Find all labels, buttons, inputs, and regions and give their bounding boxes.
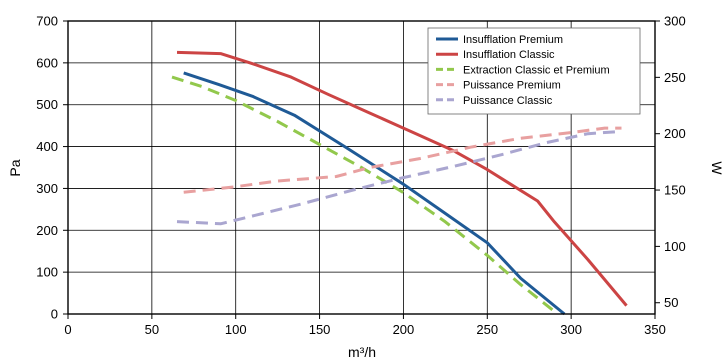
plot-frame <box>67 20 656 315</box>
y-right-axis-ticks: 50 100 150 200 250 300 <box>655 14 686 310</box>
x-tick-label: 350 <box>644 322 666 337</box>
series-lines <box>171 50 628 316</box>
legend-label: Extraction Classic et Premium <box>463 64 610 76</box>
x-tick-label: 300 <box>560 322 582 337</box>
y-left-tick-label: 400 <box>36 139 58 154</box>
legend-label: Insufflation Classic <box>463 49 555 61</box>
y-right-axis-label: W <box>709 161 722 175</box>
y-left-tick-label: 700 <box>36 14 58 29</box>
y-left-tick-label: 0 <box>51 307 58 322</box>
y-left-tick-label: 500 <box>36 97 58 112</box>
y-right-tick-label: 250 <box>664 70 686 85</box>
y-left-axis-label: Pa <box>7 159 23 176</box>
x-axis-label: m³/h <box>348 344 376 360</box>
series-line-4 <box>183 126 622 194</box>
series-line-2 <box>176 50 628 307</box>
series-line-5 <box>176 129 622 226</box>
x-tick-label: 200 <box>393 322 415 337</box>
x-tick-label: 0 <box>64 322 71 337</box>
legend-label: Insufflation Premium <box>463 34 563 46</box>
legend-box <box>427 27 641 115</box>
y-right-tick-label: 50 <box>664 295 678 310</box>
x-tick-label: 50 <box>145 322 159 337</box>
y-left-tick-label: 200 <box>36 223 58 238</box>
y-right-tick-label: 200 <box>664 126 686 141</box>
y-left-tick-label: 100 <box>36 265 58 280</box>
y-right-tick-label: 300 <box>664 14 686 29</box>
y-left-axis-ticks: 0 100 200 300 400 500 600 700 <box>36 14 68 322</box>
y-left-tick-label: 600 <box>36 55 58 70</box>
series-line-3 <box>171 75 559 316</box>
x-axis-ticks: 0 50 100 150 200 250 300 350 <box>64 314 666 337</box>
y-right-tick-label: 150 <box>664 183 686 198</box>
legend-label: Puissance Classic <box>463 95 553 107</box>
x-tick-label: 150 <box>309 322 331 337</box>
y-right-tick-label: 100 <box>664 239 686 254</box>
legend-label: Puissance Premium <box>463 80 561 92</box>
x-tick-label: 250 <box>476 322 498 337</box>
y-left-tick-label: 300 <box>36 181 58 196</box>
legend: Insufflation Premium Insufflation Classic… <box>427 27 641 115</box>
x-tick-label: 100 <box>225 322 247 337</box>
